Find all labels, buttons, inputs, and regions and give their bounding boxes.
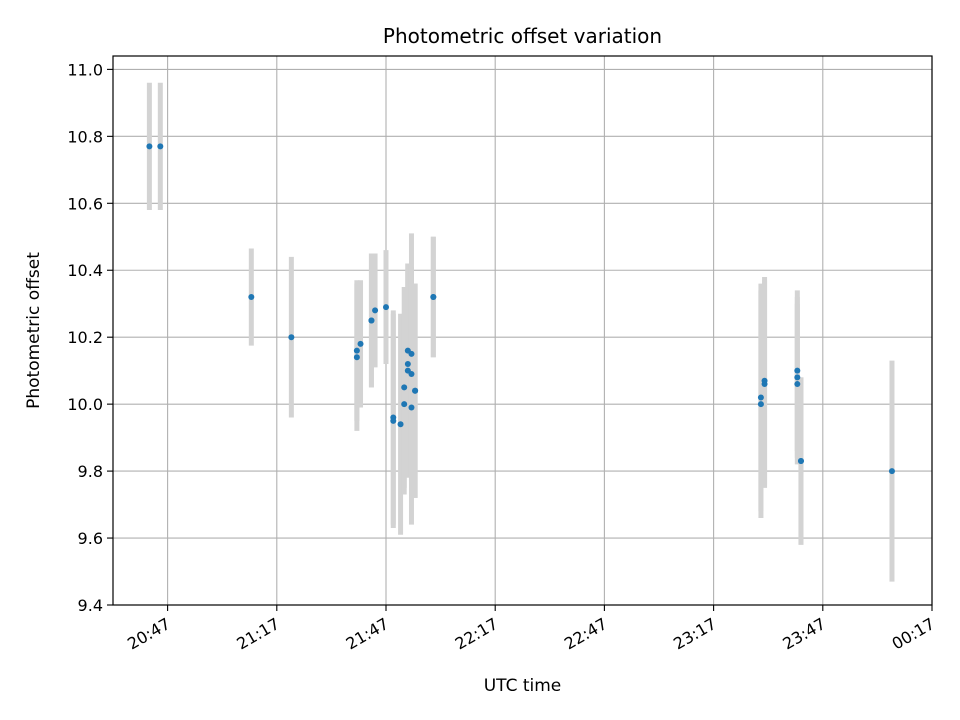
data-point [397, 421, 404, 428]
y-axis-label: Photometric offset [24, 252, 44, 409]
y-tick-label: 10.2 [67, 328, 103, 347]
x-axis-label: UTC time [484, 676, 562, 696]
data-point [146, 143, 153, 150]
y-tick-label: 11.0 [67, 60, 103, 79]
data-point [757, 401, 764, 408]
data-point [401, 401, 408, 408]
data-point [757, 394, 764, 401]
y-tick-label: 9.6 [78, 529, 103, 548]
data-point [761, 377, 768, 384]
data-point [408, 350, 415, 357]
data-point [372, 307, 379, 314]
plot-frame [112, 55, 933, 606]
data-point [157, 143, 164, 150]
y-tick-label: 9.4 [78, 596, 103, 615]
data-point [248, 294, 255, 301]
data-point [888, 468, 895, 475]
data-point [383, 304, 389, 311]
data-point [412, 387, 419, 394]
data-point [794, 367, 801, 374]
data-point [353, 347, 360, 354]
data-point [794, 374, 801, 381]
y-tick-label: 10.8 [67, 127, 103, 146]
data-point [408, 404, 415, 411]
data-point [404, 360, 411, 367]
y-tick-label: 9.8 [78, 462, 103, 481]
data-point [288, 334, 295, 341]
data-point [390, 417, 397, 424]
data-points [146, 143, 895, 475]
data-point [794, 381, 801, 388]
data-point [797, 458, 804, 465]
data-point [368, 317, 375, 324]
data-point [353, 354, 360, 361]
y-tick-label: 10.6 [67, 194, 103, 213]
data-point [430, 294, 437, 301]
data-point [357, 340, 364, 347]
data-point [408, 371, 415, 378]
data-point [401, 384, 408, 391]
chart-title: Photometric offset variation [383, 24, 662, 48]
y-tick-label: 10.4 [67, 261, 103, 280]
y-tick-label: 10.0 [67, 395, 103, 414]
